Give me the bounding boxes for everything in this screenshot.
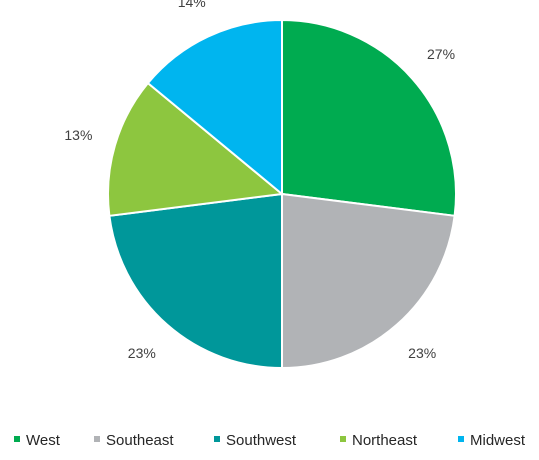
legend-item-southeast: Southeast bbox=[94, 432, 174, 449]
legend-label-southeast: Southeast bbox=[106, 432, 174, 449]
legend-label-northeast: Northeast bbox=[352, 432, 418, 449]
legend-item-northeast: Northeast bbox=[340, 432, 418, 449]
legend-item-midwest: Midwest bbox=[458, 432, 526, 449]
legend-swatch-southeast bbox=[94, 436, 100, 442]
pie-slice-southwest bbox=[108, 192, 283, 370]
legend-swatch-midwest bbox=[458, 436, 464, 442]
percent-label-southwest: 23% bbox=[128, 345, 156, 361]
legend: West Southeast Southwest Northeast Midwest bbox=[14, 432, 526, 449]
pie-slices bbox=[107, 18, 457, 370]
percent-label-west: 27% bbox=[427, 46, 455, 62]
legend-item-west: West bbox=[14, 432, 61, 449]
legend-label-southwest: Southwest bbox=[226, 432, 297, 449]
percent-label-southeast: 23% bbox=[408, 345, 436, 361]
pie-slice-southeast bbox=[281, 192, 456, 370]
pie-slice-northeast bbox=[107, 81, 285, 217]
legend-item-southwest: Southwest bbox=[214, 432, 297, 449]
percent-labels: 27% 23% 23% 13% 14% bbox=[64, 0, 455, 361]
legend-swatch-west bbox=[14, 436, 20, 442]
legend-label-midwest: Midwest bbox=[470, 432, 526, 449]
percent-label-northeast: 13% bbox=[64, 127, 92, 143]
pie-slice-midwest bbox=[146, 18, 283, 197]
percent-label-midwest: 14% bbox=[178, 0, 206, 10]
legend-swatch-northeast bbox=[340, 436, 346, 442]
legend-label-west: West bbox=[26, 432, 61, 449]
legend-swatch-southwest bbox=[214, 436, 220, 442]
pie-slice-west bbox=[281, 18, 457, 217]
